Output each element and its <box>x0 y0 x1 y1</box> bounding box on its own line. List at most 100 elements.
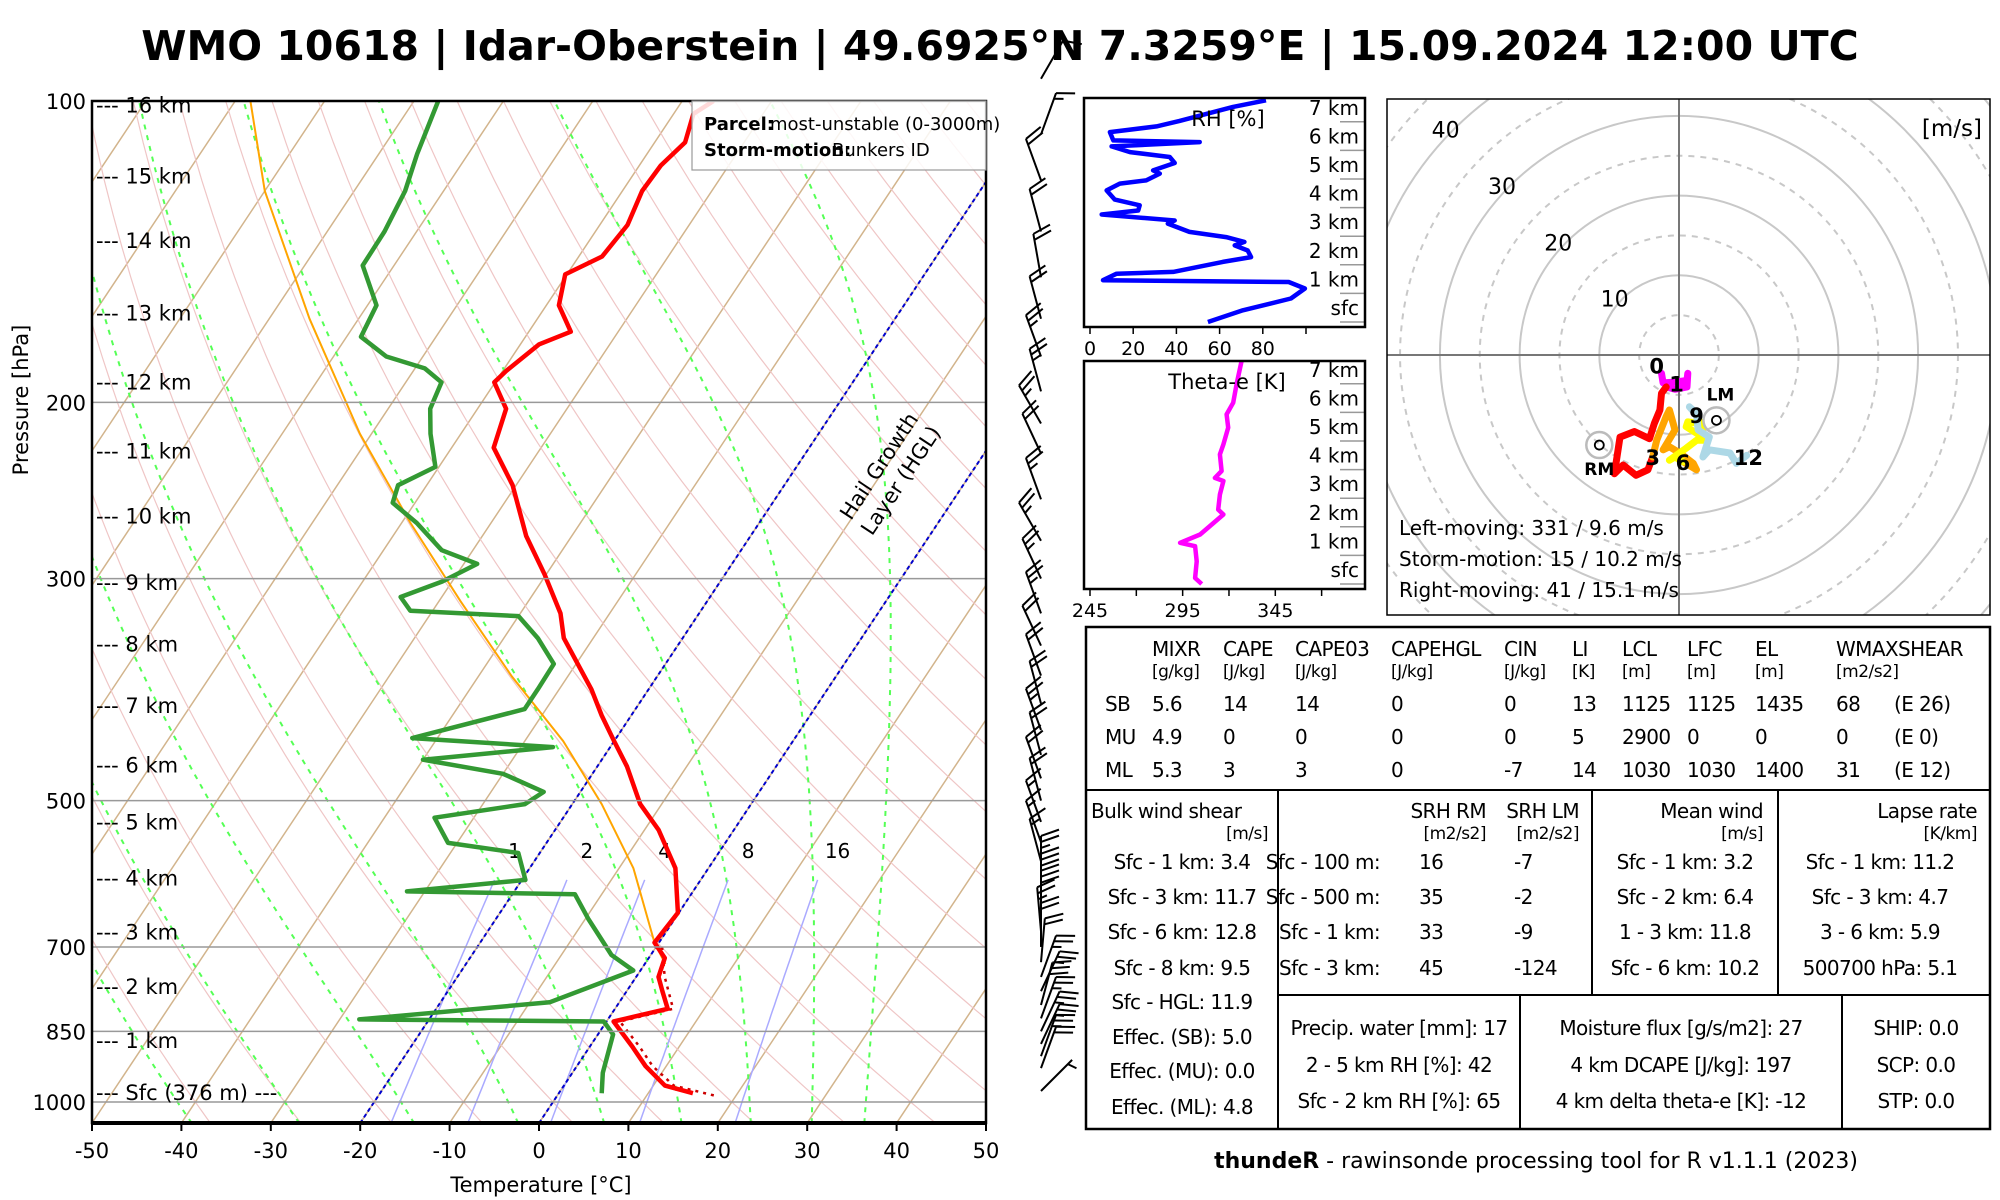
wind-barb-feather <box>1029 462 1039 471</box>
footer-text: - rawinsonde processing tool for R v1.1.… <box>1319 1149 1858 1174</box>
pressure-tick-label: 100 <box>46 90 86 114</box>
height-label: --- 11 km <box>96 440 191 464</box>
wind-barb-feather <box>1054 1013 1065 1017</box>
wind-barb <box>1028 177 1048 232</box>
wind-barb-staff <box>1021 538 1042 580</box>
wind-barb-staff <box>1032 233 1042 278</box>
table-cell: 5.6 <box>1152 692 1182 716</box>
wind-barb <box>1040 976 1076 1019</box>
wind-barb-feather <box>1059 1003 1079 1007</box>
isotherm-line <box>92 101 415 587</box>
table-header-cape03: CAPE03 <box>1295 637 1369 661</box>
table-unit: [K] <box>1572 662 1595 682</box>
storm-motion-info: Left-moving: 331 / 9.6 m/s <box>1399 516 1664 540</box>
wind-barb-staff <box>1028 348 1042 392</box>
srh-row-label: Sfc - 100 m: <box>1266 850 1380 874</box>
legend-storm-motion-value: Bunkers ID <box>832 140 930 161</box>
isotherm-line <box>180 101 862 1123</box>
height-label: 5 km <box>1309 153 1359 177</box>
wind-barb-feather <box>1029 319 1039 328</box>
bulk-shear-value: Sfc - 1 km: 3.4 <box>1114 850 1251 874</box>
temperature-tick-label: -10 <box>432 1139 466 1163</box>
height-label: --- 7 km <box>96 694 178 718</box>
table-cell: 14 <box>1295 692 1319 716</box>
x-tick-label: 40 <box>1164 338 1188 360</box>
temperature-tick-label: -40 <box>164 1139 198 1163</box>
mean-wind-unit: [m/s] <box>1721 824 1763 844</box>
table-unit: [g/kg] <box>1152 662 1199 682</box>
table-cell: 0 <box>1504 692 1516 716</box>
height-label: sfc <box>1331 296 1359 320</box>
table-cell: 5 <box>1572 725 1584 749</box>
theta_panel-profile-line <box>1177 361 1244 586</box>
srh-lm-value: -2 <box>1514 885 1533 909</box>
theta_panel-plot-area <box>1177 361 1244 586</box>
wind-barb-feather <box>1030 706 1048 719</box>
wind-barb-staff <box>1018 502 1042 542</box>
height-label: --- 6 km <box>96 753 178 777</box>
wind-barb-feather <box>1024 387 1032 397</box>
height-label: --- 16 km <box>96 93 191 117</box>
dewpoint-line <box>357 101 636 1094</box>
storm-motion-info: Storm-motion: 15 / 10.2 m/s <box>1399 547 1682 571</box>
srh-row-label: Sfc - 3 km: <box>1279 956 1380 980</box>
wind-barb <box>1018 487 1042 542</box>
dry-adiabat-line <box>92 122 665 1123</box>
wind-barb-staff <box>1040 950 1061 992</box>
temperature-tick-label: -50 <box>75 1139 109 1163</box>
wind-barb-feather <box>1024 405 1040 420</box>
rh_panel-title: RH [%] <box>1191 107 1264 131</box>
bulk-shear-value: Sfc - 8 km: 9.5 <box>1114 956 1251 980</box>
dry-adiabat-line <box>92 647 393 1123</box>
moist-adiabat-line <box>92 554 415 1123</box>
x-tick-label: 345 <box>1257 600 1293 622</box>
wind-barb-feather <box>1027 681 1044 696</box>
theta_panel-title: Theta-e [K] <box>1167 370 1286 394</box>
wind-barb <box>1025 126 1044 181</box>
mixing-ratio-line <box>734 879 819 1123</box>
wind-barb-staff <box>1028 660 1042 704</box>
wind-barb-feather <box>1040 852 1060 861</box>
moisture-flux-value: 4 km DCAPE [J/kg]: 197 <box>1570 1053 1791 1077</box>
lapse-rate-unit: [K/km] <box>1923 824 1977 844</box>
wind-barb <box>1028 700 1048 756</box>
mixing-ratio-line <box>390 879 496 1123</box>
hodograph-area: 10 20 30 40 RM LM 01 3 6 9 12 <box>1387 99 1990 615</box>
table-cell: 1435 <box>1755 692 1804 716</box>
wind-barb-feather <box>1062 39 1082 46</box>
wind-barb-feather <box>1029 177 1046 190</box>
wind-barb-staff <box>1028 275 1042 319</box>
dry-adiabat-line <box>92 938 211 1123</box>
wind-barb <box>1040 1003 1079 1045</box>
wind-barb-feather <box>1030 270 1048 283</box>
rh_panel-profile-line <box>1099 98 1308 325</box>
srh-lm-value: -124 <box>1514 956 1557 980</box>
rh-panel: RH [%] sfc 1 km 2 km 3 km 4 km 5 km 6 km 7 km 0 20… <box>1082 96 1367 360</box>
wind-barb-staff <box>1025 800 1042 843</box>
wind-barb-feather <box>1018 370 1033 387</box>
wind-barb-staff <box>1021 413 1042 454</box>
height-label: 3 km <box>1309 210 1359 234</box>
wind-barb-staff <box>1018 384 1042 425</box>
height-label: 6 km <box>1309 124 1359 148</box>
table-cell: 1400 <box>1755 758 1804 782</box>
x-tick-label: 60 <box>1208 338 1232 360</box>
height-label: --- 1 km <box>96 1029 178 1053</box>
mixing-ratio-label: 8 <box>742 839 755 863</box>
wind-barb-feather <box>1018 487 1033 504</box>
height-label: 3 km <box>1309 472 1359 496</box>
wind-barb-staff <box>1036 887 1042 932</box>
lapse-rate-value: 3 - 6 km: 5.9 <box>1820 920 1940 944</box>
wind-barb-feather <box>1025 559 1042 573</box>
composite-index-value: STP: 0.0 <box>1877 1089 1954 1113</box>
srh-lm-unit: [m2/s2] <box>1516 824 1579 844</box>
height-label: 7 km <box>1309 96 1359 120</box>
mean-wind-title: Mean wind <box>1660 799 1763 823</box>
table-header-mixr: MIXR <box>1152 637 1201 661</box>
height-label: --- Sfc (376 m) --- <box>96 1081 277 1105</box>
wind-barb-feather <box>1059 990 1079 995</box>
lm-label: LM <box>1707 385 1735 405</box>
wind-barb-staff <box>1040 40 1064 80</box>
